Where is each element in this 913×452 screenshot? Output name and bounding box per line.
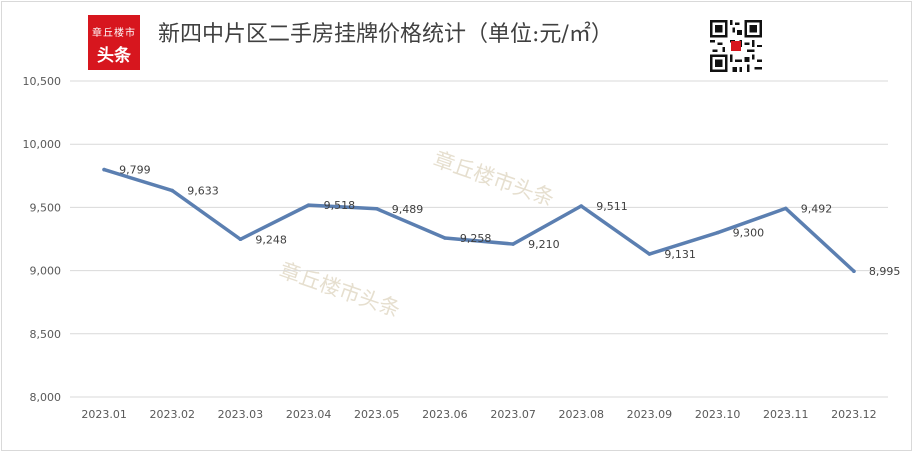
data-point bbox=[511, 242, 515, 246]
y-tick-label: 10,500 bbox=[23, 75, 62, 88]
data-label: 9,248 bbox=[255, 233, 287, 246]
gridlines bbox=[70, 80, 888, 398]
data-label: 9,210 bbox=[528, 238, 560, 251]
logo-line2: 头条 bbox=[97, 46, 131, 66]
x-axis: 2023.01 2023.02 2023.03 2023.04 2023.05 2023.… bbox=[81, 408, 876, 421]
x-tick-label: 2023.05 bbox=[354, 408, 400, 421]
x-tick-label: 2023.12 bbox=[831, 408, 877, 421]
x-tick-label: 2023.03 bbox=[218, 408, 264, 421]
y-axis: 8,000 8,500 9,000 9,500 10,000 10,500 bbox=[23, 75, 62, 404]
watermark-text: 章丘楼市头条 bbox=[430, 147, 557, 211]
qr-code-icon bbox=[710, 20, 762, 72]
data-point bbox=[715, 230, 720, 235]
x-tick-label: 2023.01 bbox=[81, 408, 127, 421]
data-label: 9,131 bbox=[664, 248, 696, 261]
x-tick-label: 2023.09 bbox=[627, 408, 673, 421]
watermark-text: 章丘楼市头条 bbox=[276, 258, 403, 322]
series bbox=[102, 167, 856, 274]
data-point bbox=[374, 206, 379, 211]
data-label: 9,300 bbox=[733, 227, 765, 240]
y-tick-label: 9,000 bbox=[30, 265, 62, 278]
x-tick-label: 2023.07 bbox=[490, 408, 536, 421]
data-point bbox=[102, 167, 106, 172]
data-point bbox=[783, 206, 788, 211]
data-point bbox=[852, 269, 856, 274]
logo-line1: 章丘楼市 bbox=[92, 28, 136, 39]
data-label: 8,995 bbox=[869, 265, 901, 278]
data-label: 9,489 bbox=[392, 203, 424, 216]
y-tick-label: 8,000 bbox=[30, 391, 62, 404]
data-label: 9,799 bbox=[119, 164, 151, 177]
data-label: 9,511 bbox=[596, 200, 628, 213]
x-tick-label: 2023.02 bbox=[150, 408, 196, 421]
data-point bbox=[443, 236, 447, 240]
x-tick-label: 2023.04 bbox=[286, 408, 332, 421]
brand-logo: 章丘楼市 头条 bbox=[88, 15, 140, 70]
x-tick-label: 2023.06 bbox=[422, 408, 468, 421]
data-point bbox=[170, 188, 175, 193]
data-labels: 9,799 9,633 9,248 9,518 9,489 9,258 9,210 9,511… bbox=[119, 164, 900, 279]
y-tick-label: 8,500 bbox=[30, 328, 62, 341]
data-label: 9,492 bbox=[801, 202, 833, 215]
data-point bbox=[238, 237, 243, 242]
x-tick-label: 2023.11 bbox=[763, 408, 809, 421]
x-tick-label: 2023.08 bbox=[559, 408, 605, 421]
data-label: 9,518 bbox=[324, 199, 356, 212]
data-point bbox=[647, 252, 652, 256]
series-line bbox=[102, 167, 856, 273]
data-label: 9,633 bbox=[187, 185, 219, 198]
data-label: 9,258 bbox=[460, 232, 492, 245]
watermark-layer: 章丘楼市头条 章丘楼市头条 bbox=[276, 147, 557, 322]
y-tick-label: 9,500 bbox=[30, 201, 62, 214]
chart-title: 新四中片区二手房挂牌价格统计（单位:元/㎡） bbox=[158, 22, 613, 47]
y-tick-label: 10,000 bbox=[23, 138, 62, 151]
data-point bbox=[306, 203, 311, 207]
data-point bbox=[579, 204, 584, 208]
x-tick-label: 2023.10 bbox=[695, 408, 741, 421]
